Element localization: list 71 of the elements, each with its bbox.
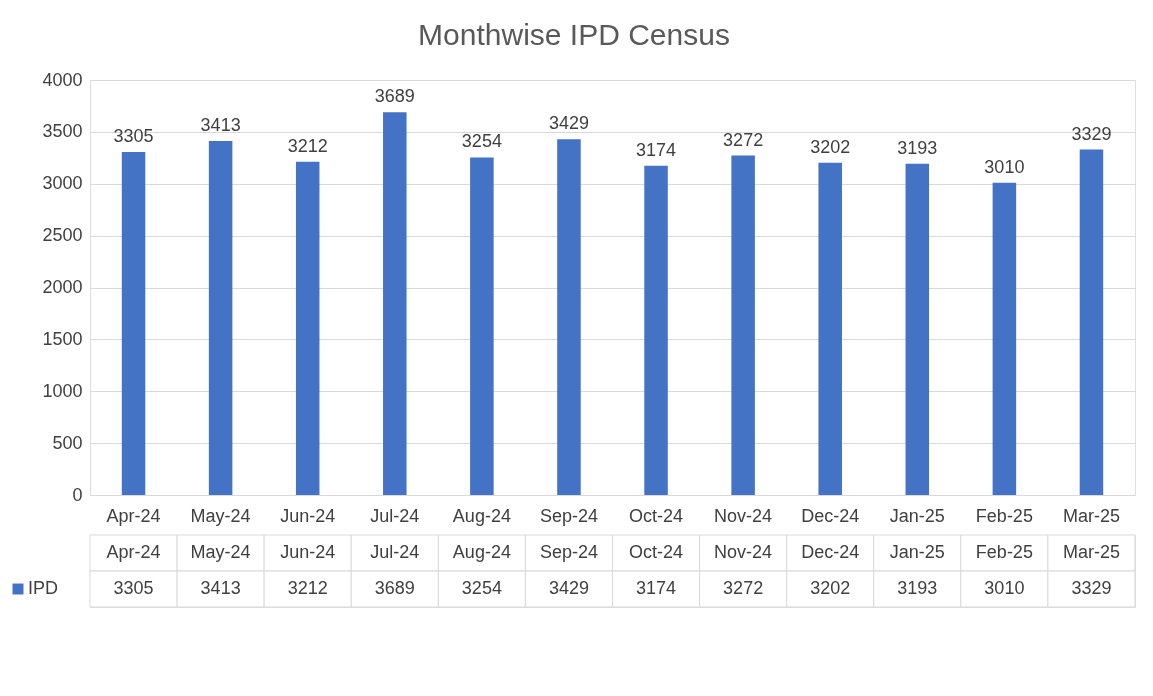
category-label: Apr-24 [106, 542, 161, 562]
data-label: 3413 [200, 114, 241, 135]
bar [818, 162, 842, 495]
text: 3174 [636, 578, 677, 598]
x-tick-label: Jan-25 [889, 505, 945, 526]
text: 3202 [810, 578, 851, 598]
data-label: 3202 [810, 136, 851, 157]
x-tick-label: Jul-24 [370, 505, 420, 526]
x-tick-label: Oct-24 [629, 505, 684, 526]
y-tick-label: 3500 [42, 121, 83, 142]
bar [383, 112, 407, 495]
category-label: Jun-24 [280, 542, 336, 562]
data-label: 3272 [723, 129, 764, 150]
category-label: Sep-24 [539, 542, 598, 562]
y-tick-label: 0 [72, 484, 83, 505]
text: 3272 [723, 578, 764, 598]
y-tick-label: 3000 [42, 173, 83, 194]
text: 3689 [374, 578, 415, 598]
data-label: 3254 [461, 131, 502, 152]
text: 3212 [287, 578, 328, 598]
text: 3329 [1071, 578, 1112, 598]
bar [208, 140, 233, 495]
y-tick-label: 2000 [42, 277, 83, 297]
data-label: 3212 [287, 135, 328, 156]
bar [295, 161, 320, 495]
y-tick-label: 500 [52, 432, 83, 453]
bar [557, 139, 581, 495]
category-label: Feb-25 [975, 542, 1033, 562]
y-tick-label: 1500 [42, 328, 83, 349]
x-tick-label: May-24 [190, 505, 251, 526]
x-tick-label: Jun-24 [280, 505, 336, 526]
data-label: 3174 [636, 139, 677, 160]
text: 3413 [200, 578, 241, 598]
x-tick-label: Dec-24 [801, 505, 860, 526]
category-label: Aug-24 [452, 542, 511, 562]
category-label: Nov-24 [714, 542, 773, 562]
category-label: Jul-24 [370, 542, 420, 562]
text: 3429 [548, 578, 589, 598]
bar [644, 165, 668, 495]
y-tick-label: 2500 [42, 225, 83, 246]
bar [470, 157, 494, 495]
y-tick-label: 4000 [42, 69, 83, 90]
bar [905, 163, 930, 495]
x-tick-label: Feb-25 [975, 505, 1033, 526]
category-label: Jan-25 [889, 542, 945, 562]
x-tick-label: Aug-24 [452, 505, 511, 526]
category-label: Mar-25 [1062, 542, 1120, 562]
y-tick-label: 1000 [42, 380, 83, 401]
data-label: 3305 [113, 126, 154, 147]
category-label: Oct-24 [629, 542, 684, 562]
text: 3193 [897, 578, 938, 598]
bar [992, 182, 1017, 495]
category-label: Dec-24 [801, 542, 860, 562]
data-label: 3329 [1071, 123, 1112, 144]
bar [121, 152, 146, 495]
text: 3010 [984, 578, 1025, 598]
category-label: May-24 [190, 542, 251, 562]
bar [731, 155, 755, 495]
data-label: 3429 [548, 113, 589, 134]
x-tick-label: Apr-24 [106, 505, 161, 526]
bar [1079, 149, 1104, 495]
chart-title: Monthwise IPD Census [418, 17, 730, 51]
data-label: 3689 [374, 86, 415, 107]
data-label: 3193 [897, 137, 938, 158]
text: 3254 [461, 578, 502, 598]
text: 3305 [113, 578, 154, 598]
x-tick-label: Nov-24 [714, 505, 773, 526]
x-tick-label: Sep-24 [539, 505, 598, 526]
data-label: 3010 [984, 156, 1025, 177]
x-tick-label: Mar-25 [1062, 505, 1120, 526]
legend-label: IPD [28, 578, 59, 598]
